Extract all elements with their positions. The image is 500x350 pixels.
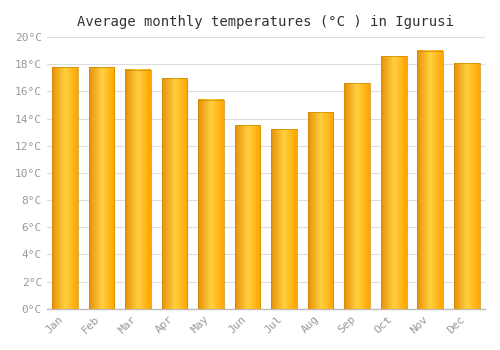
Bar xyxy=(344,83,370,309)
Bar xyxy=(162,78,188,309)
Bar xyxy=(198,100,224,309)
Bar xyxy=(52,67,78,309)
Bar xyxy=(308,112,334,309)
Bar xyxy=(126,70,151,309)
Bar xyxy=(418,51,443,309)
Bar xyxy=(381,56,406,309)
Bar xyxy=(235,125,260,309)
Bar xyxy=(272,130,297,309)
Bar xyxy=(89,67,114,309)
Bar xyxy=(454,63,479,309)
Title: Average monthly temperatures (°C ) in Igurusi: Average monthly temperatures (°C ) in Ig… xyxy=(78,15,454,29)
